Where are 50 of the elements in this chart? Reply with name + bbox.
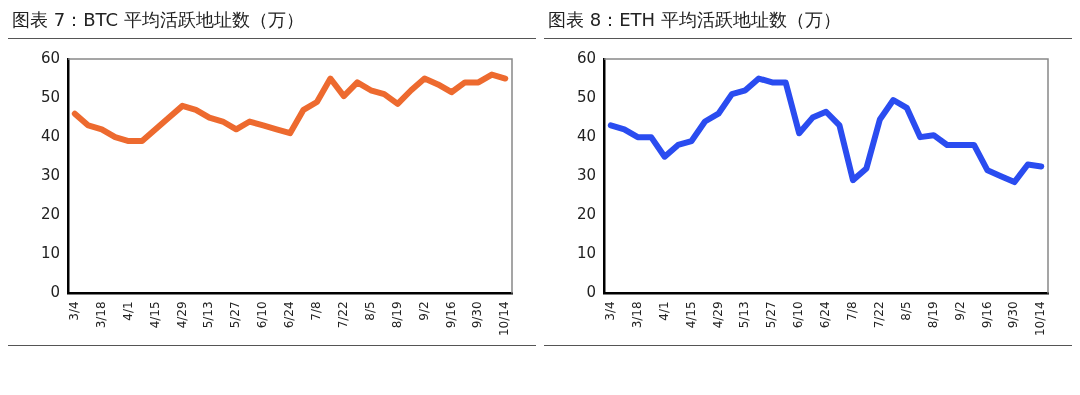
x-tick-label: 9/2 <box>416 301 431 321</box>
y-tick-label: 0 <box>586 283 597 302</box>
x-tick-label: 8/5 <box>898 301 913 321</box>
x-tick-label: 7/22 <box>871 301 886 329</box>
y-tick-label: 0 <box>50 283 61 302</box>
chart-title: 图表 7：BTC 平均活跃地址数（万） <box>8 0 536 39</box>
x-tick-label: 3/4 <box>602 301 617 321</box>
y-tick-label: 40 <box>576 127 597 146</box>
x-tick-label: 4/29 <box>710 301 725 329</box>
x-tick-label: 10/14 <box>497 301 512 337</box>
x-tick-label: 9/30 <box>1006 301 1021 329</box>
y-tick-label: 20 <box>576 205 597 224</box>
x-tick-label: 8/5 <box>362 301 377 321</box>
x-tick-label: 9/16 <box>443 301 458 329</box>
y-tick-label: 20 <box>40 205 61 224</box>
x-tick-label: 5/13 <box>201 301 216 329</box>
x-tick-label: 6/24 <box>282 301 297 329</box>
x-tick-label: 6/10 <box>791 301 806 329</box>
x-tick-label: 10/14 <box>1033 301 1048 337</box>
y-tick-label: 10 <box>40 244 61 263</box>
y-tick-label: 60 <box>576 48 597 67</box>
y-tick-label: 30 <box>576 166 597 185</box>
chart-title: 图表 8：ETH 平均活跃地址数（万） <box>544 0 1072 39</box>
x-tick-label: 8/19 <box>389 301 404 329</box>
y-tick-label: 10 <box>576 244 597 263</box>
y-tick-label: 50 <box>576 87 597 106</box>
x-tick-label: 5/27 <box>228 301 243 329</box>
x-tick-label: 9/30 <box>470 301 485 329</box>
x-tick-label: 3/4 <box>66 301 81 321</box>
x-tick-label: 7/8 <box>309 301 324 321</box>
x-tick-label: 5/13 <box>737 301 752 329</box>
x-tick-label: 8/19 <box>925 301 940 329</box>
y-tick-label: 50 <box>40 87 61 106</box>
x-tick-label: 4/1 <box>656 301 671 321</box>
y-tick-label: 30 <box>40 166 61 185</box>
x-tick-label: 3/18 <box>93 301 108 329</box>
x-tick-label: 4/1 <box>120 301 135 321</box>
x-tick-label: 9/16 <box>979 301 994 329</box>
x-tick-label: 7/8 <box>845 301 860 321</box>
y-tick-label: 60 <box>40 48 61 67</box>
y-tick-label: 40 <box>40 127 61 146</box>
x-tick-label: 4/15 <box>147 301 162 329</box>
x-tick-label: 6/10 <box>255 301 270 329</box>
x-tick-label: 9/2 <box>952 301 967 321</box>
x-tick-label: 5/27 <box>764 301 779 329</box>
x-tick-label: 7/22 <box>335 301 350 329</box>
x-tick-label: 4/29 <box>174 301 189 329</box>
x-tick-label: 4/15 <box>683 301 698 329</box>
x-tick-label: 6/24 <box>818 301 833 329</box>
x-tick-label: 3/18 <box>629 301 644 329</box>
